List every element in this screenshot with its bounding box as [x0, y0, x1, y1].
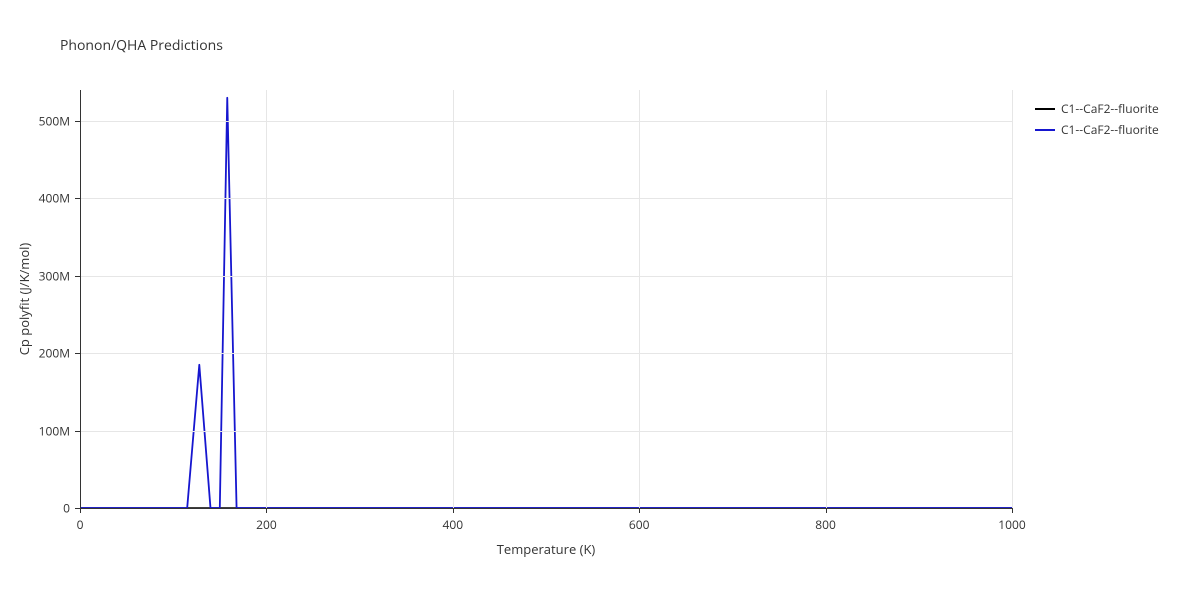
x-tick-label: 600 — [629, 516, 650, 533]
chart-container: Phonon/QHA Predictions Temperature (K) C… — [0, 0, 1200, 600]
chart-svg — [80, 90, 1012, 508]
x-tick-label: 800 — [815, 516, 836, 533]
grid-line-h — [80, 276, 1012, 277]
grid-line-h — [80, 198, 1012, 199]
y-tick-label: 100M — [39, 422, 70, 439]
x-tick-label: 1000 — [998, 516, 1025, 533]
y-tick-label: 300M — [39, 267, 70, 284]
x-tick-label: 0 — [77, 516, 84, 533]
grid-line-v — [1012, 90, 1013, 508]
y-axis-line — [80, 90, 81, 508]
x-tick-label: 400 — [443, 516, 464, 533]
legend-item-0[interactable]: C1--CaF2--fluorite — [1035, 100, 1159, 117]
x-axis-title: Temperature (K) — [497, 540, 596, 558]
grid-line-v — [266, 90, 267, 508]
x-tick-label: 200 — [256, 516, 277, 533]
legend-label: C1--CaF2--fluorite — [1061, 121, 1159, 138]
grid-line-h — [80, 121, 1012, 122]
x-axis-line — [80, 508, 1012, 509]
legend-swatch — [1035, 108, 1055, 110]
legend: C1--CaF2--fluorite C1--CaF2--fluorite — [1035, 100, 1159, 142]
series-line-1[interactable] — [80, 98, 1012, 508]
grid-line-v — [639, 90, 640, 508]
plot-area[interactable] — [80, 90, 1012, 508]
y-tick-label: 0 — [63, 500, 70, 517]
grid-line-h — [80, 353, 1012, 354]
x-tick-mark — [1012, 508, 1013, 513]
legend-label: C1--CaF2--fluorite — [1061, 100, 1159, 117]
y-tick-label: 400M — [39, 190, 70, 207]
y-tick-label: 200M — [39, 345, 70, 362]
grid-line-v — [826, 90, 827, 508]
legend-swatch — [1035, 129, 1055, 131]
legend-item-1[interactable]: C1--CaF2--fluorite — [1035, 121, 1159, 138]
grid-line-h — [80, 431, 1012, 432]
grid-line-v — [453, 90, 454, 508]
y-axis-title: Cp polyfit (J/K/mol) — [15, 243, 33, 356]
chart-title: Phonon/QHA Predictions — [60, 36, 223, 55]
y-tick-label: 500M — [39, 112, 70, 129]
